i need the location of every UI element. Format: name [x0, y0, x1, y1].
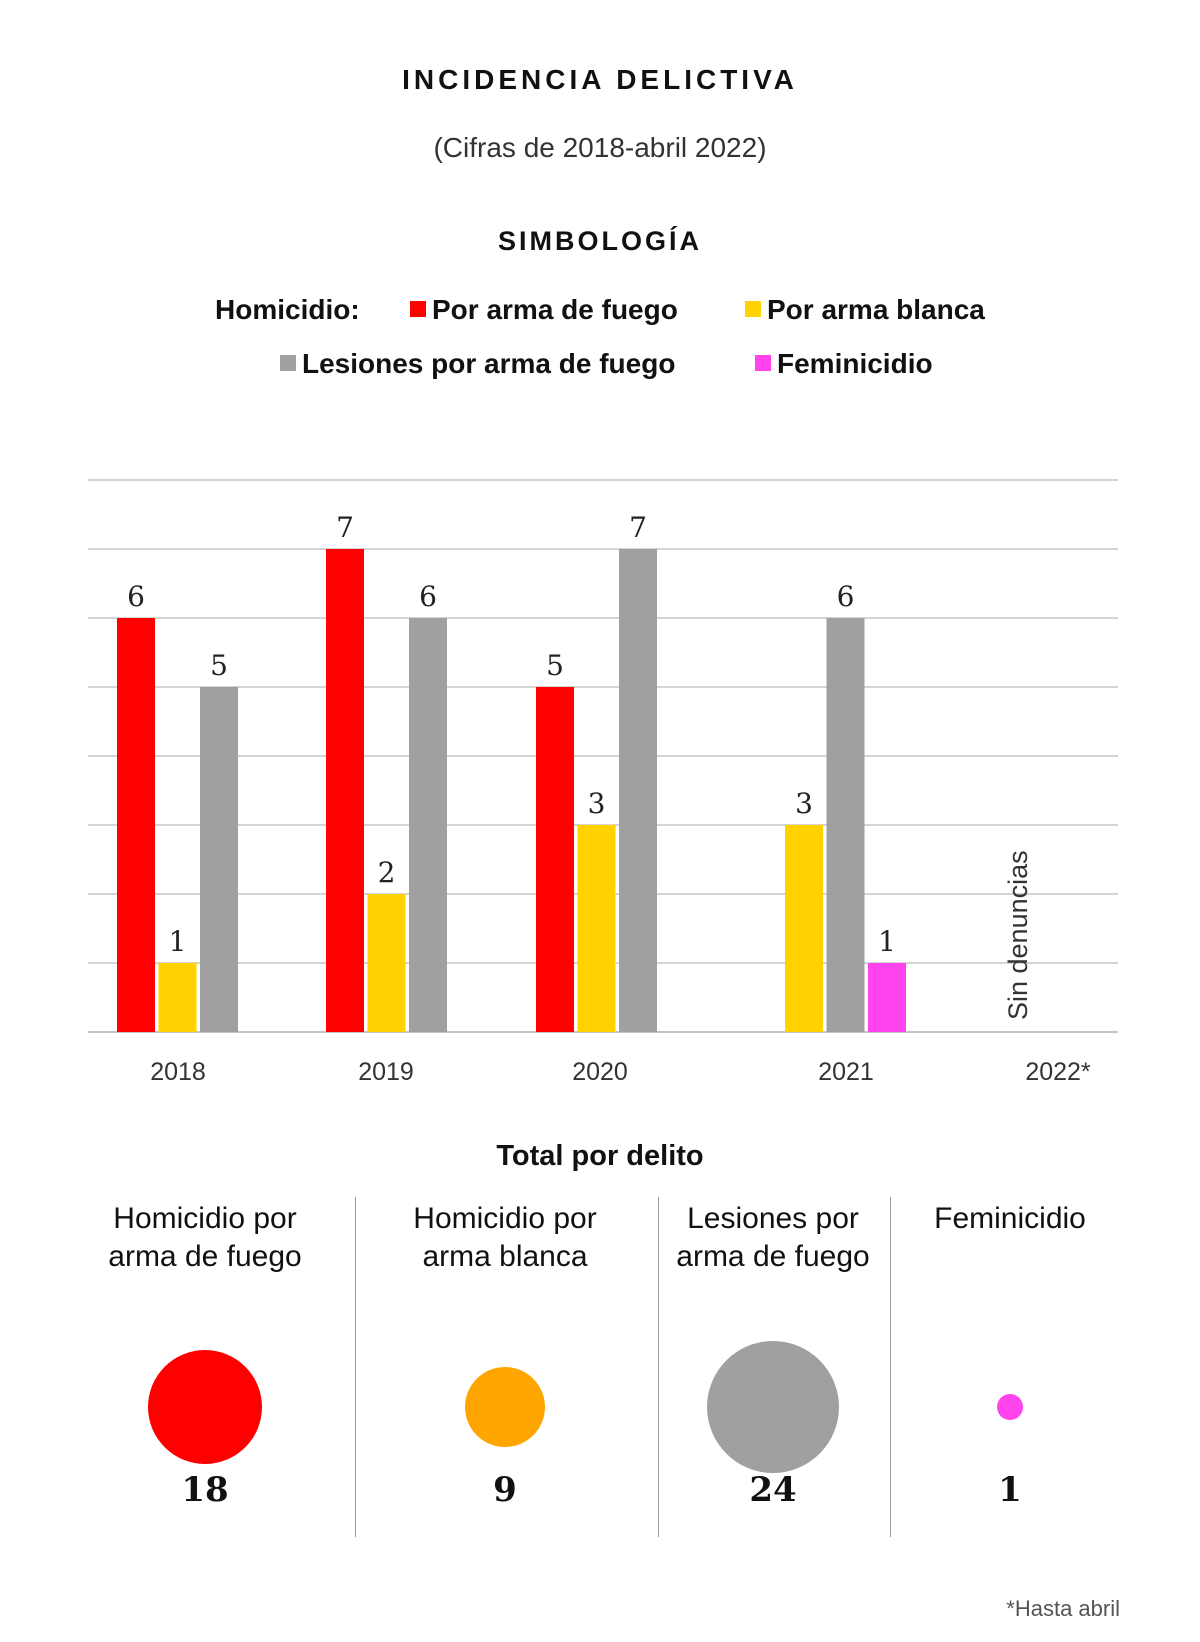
total-value: 1: [998, 1470, 1022, 1510]
x-tick-label: 2021: [818, 1058, 874, 1086]
legend-label: Feminicidio: [777, 348, 933, 379]
total-arma-blanca: Homicidio por arma blanca 9: [365, 1200, 645, 1540]
x-tick-label: 2020: [572, 1058, 628, 1086]
total-circle: [707, 1341, 839, 1473]
totals-divider: [890, 1197, 891, 1537]
footnote: *Hasta abril: [1006, 1596, 1120, 1621]
data-label: 6: [837, 580, 855, 613]
legend-item-lesiones: Lesiones por arma de fuego: [280, 348, 675, 380]
bar-2020: [619, 549, 657, 1032]
bar-2019: [326, 549, 364, 1032]
data-label: 6: [127, 580, 145, 613]
bar-2018: [158, 963, 197, 1032]
total-circle: [147, 1349, 263, 1465]
chart-title: INCIDENCIA DELICTIVA: [402, 64, 798, 95]
total-label: Feminicidio: [934, 1202, 1086, 1235]
total-value: 9: [493, 1470, 517, 1510]
data-label: 1: [878, 925, 896, 958]
bar-2020: [577, 825, 616, 1032]
bar-2020: [536, 687, 574, 1032]
legend-swatch-gray: [280, 355, 296, 371]
bar-2019: [409, 618, 447, 1032]
bar-2018: [117, 618, 155, 1032]
bar-2019: [367, 894, 406, 1032]
data-label: 7: [629, 511, 647, 544]
data-label: 6: [419, 580, 437, 613]
data-label: 2: [378, 856, 396, 889]
x-tick-label: 2022*: [1025, 1058, 1091, 1086]
data-label: 1: [169, 925, 187, 958]
legend-label: Lesiones por arma de fuego: [302, 348, 676, 379]
total-value: 24: [749, 1470, 797, 1510]
x-tick-label: 2019: [358, 1058, 414, 1086]
legend-swatch-red: [410, 301, 426, 317]
legend-item-arma-fuego: Por arma de fuego: [410, 294, 678, 326]
annotation-sin-denuncias: Sin denuncias: [1003, 850, 1033, 1020]
total-lesiones: Lesiones por arma de fuego 24: [633, 1200, 913, 1540]
bar-chart: 6 1 5 7 2 6 5 3 7 3 6 1 2018 2019 2020 2021 2022* Sin den…: [88, 479, 1118, 1086]
data-label: 3: [795, 787, 813, 820]
legend-item-arma-blanca: Por arma blanca: [745, 294, 985, 326]
legend-item-feminicidio: Feminicidio: [755, 348, 933, 380]
data-label: 5: [546, 649, 564, 682]
total-label: Lesiones por arma de fuego: [676, 1202, 870, 1273]
bar-2021: [785, 825, 823, 1032]
legend-label: Por arma blanca: [767, 294, 985, 325]
legend-label: Por arma de fuego: [432, 294, 678, 325]
data-label: 5: [210, 649, 228, 682]
total-label: Homicidio por arma blanca: [413, 1202, 597, 1273]
legend-group-label: Homicidio:: [215, 294, 360, 325]
totals-divider: [355, 1197, 356, 1537]
data-label: 7: [336, 511, 354, 544]
bar-2018: [200, 687, 238, 1032]
total-circle: [464, 1366, 546, 1448]
legend-title: SIMBOLOGÍA: [498, 226, 702, 256]
legend-swatch-yellow: [745, 301, 761, 317]
data-label: 3: [588, 787, 606, 820]
x-tick-label: 2018: [150, 1058, 206, 1086]
totals-divider: [658, 1197, 659, 1537]
total-feminicidio: Feminicidio 1: [870, 1200, 1150, 1540]
total-label: Homicidio por arma de fuego: [108, 1202, 302, 1273]
total-value: 18: [181, 1470, 229, 1510]
total-arma-fuego: Homicidio por arma de fuego 18: [65, 1200, 345, 1540]
bar-2021: [868, 963, 906, 1032]
total-circle: [996, 1393, 1024, 1421]
chart-subtitle: (Cifras de 2018-abril 2022): [433, 132, 767, 163]
bar-2021: [826, 618, 865, 1032]
legend-swatch-magenta: [755, 355, 771, 371]
totals-title: Total por delito: [496, 1140, 704, 1172]
